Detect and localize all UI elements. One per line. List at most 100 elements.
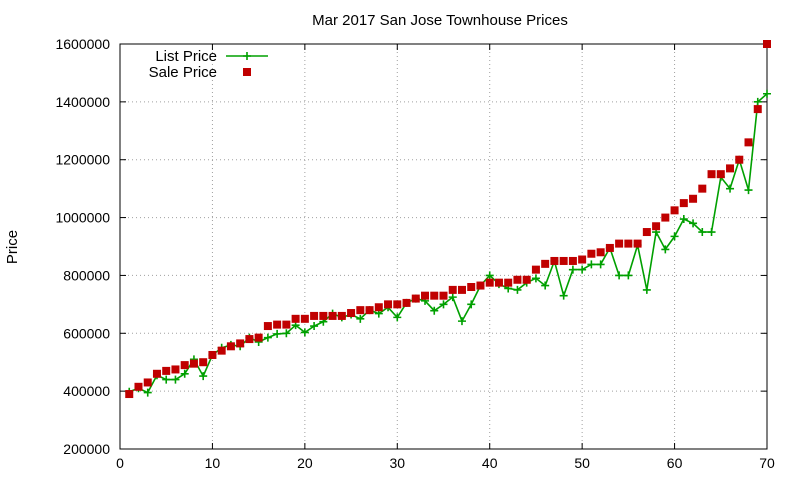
y-tick-label: 400000 — [63, 383, 110, 399]
chart-title: Mar 2017 San Jose Townhouse Prices — [312, 12, 568, 29]
legend-label-sale-price: Sale Price — [149, 64, 217, 81]
sale-price-point — [485, 278, 494, 287]
sale-price-point — [494, 278, 503, 287]
y-tick-label: 1600000 — [55, 36, 110, 52]
sale-price-point — [476, 281, 485, 290]
sale-price-point — [384, 300, 393, 309]
grid — [120, 44, 767, 449]
sale-price-point — [541, 259, 550, 268]
sale-price-point — [763, 40, 771, 48]
list-price-point — [568, 265, 577, 274]
sale-price-point — [143, 378, 152, 387]
list-price-point — [199, 372, 208, 381]
sale-price-point — [356, 306, 365, 315]
sale-price-point — [300, 314, 309, 323]
list-price-point — [467, 300, 476, 309]
sale-price-point — [467, 283, 476, 291]
x-tick-label: 70 — [759, 455, 775, 471]
x-tick-label: 20 — [297, 455, 313, 471]
sale-price-point — [753, 105, 762, 114]
list-price-point — [143, 388, 152, 397]
sale-price-point — [365, 306, 374, 315]
sale-price-point — [726, 164, 735, 173]
sale-price-point — [236, 339, 245, 348]
list-price-point — [707, 228, 716, 237]
sale-price-point — [199, 358, 208, 367]
list-price-point — [282, 329, 291, 338]
list-price-point — [162, 375, 171, 384]
sale-price-point — [652, 222, 661, 231]
sale-price-point — [430, 291, 439, 300]
sale-price-point — [411, 294, 420, 303]
sale-price-point — [587, 249, 596, 258]
y-tick-label: 200000 — [63, 441, 110, 457]
y-tick-label: 800000 — [63, 267, 110, 283]
list-price-point — [689, 219, 698, 228]
list-price-point — [679, 215, 688, 224]
sale-price-point — [679, 199, 688, 208]
list-price-line — [128, 93, 768, 394]
sale-price-point — [347, 309, 356, 318]
sale-price-point — [421, 291, 430, 300]
sale-price-point — [661, 213, 670, 222]
sale-price-point — [134, 382, 143, 391]
list-price-point — [670, 232, 679, 241]
list-price-point — [753, 97, 762, 106]
list-price-point — [559, 291, 568, 300]
list-price-point — [596, 260, 605, 269]
sale-price-point — [125, 390, 134, 399]
sale-price-point — [504, 278, 513, 287]
x-tick-label: 40 — [482, 455, 498, 471]
list-price-point — [485, 271, 494, 280]
sale-price-point — [633, 239, 642, 248]
sale-price-point — [263, 322, 272, 331]
plot-frame — [119, 43, 768, 450]
legend: List Price Sale Price — [149, 48, 268, 81]
y-axis-label: Price — [4, 230, 21, 264]
sale-price-point — [374, 303, 383, 312]
y-tick-label: 1400000 — [55, 94, 110, 110]
sale-price-point — [208, 350, 217, 359]
sale-price-point — [624, 239, 633, 248]
sale-price-point — [559, 256, 568, 265]
list-price-point — [180, 369, 189, 378]
list-price-point — [763, 89, 771, 98]
list-price-point — [624, 271, 633, 280]
list-price-point — [273, 329, 282, 338]
list-price-point — [587, 260, 596, 269]
y-tick-label: 1000000 — [55, 210, 110, 226]
sale-price-point — [522, 275, 531, 284]
sale-price-point — [513, 275, 522, 284]
list-price-point — [642, 285, 651, 294]
sale-price-point — [568, 256, 577, 265]
sale-price-point — [245, 335, 254, 344]
sale-price-point — [402, 298, 411, 307]
list-price-point — [531, 274, 540, 283]
list-price-point — [541, 281, 550, 290]
list-price-point — [439, 300, 448, 309]
sale-price-point — [273, 320, 282, 329]
list-price-point — [698, 228, 707, 237]
x-tick-label: 0 — [116, 455, 124, 471]
list-price-point — [310, 322, 319, 331]
sale-price-point — [291, 314, 300, 323]
sale-price-point — [393, 300, 402, 309]
sale-price-point — [744, 138, 753, 147]
x-tick-label: 60 — [667, 455, 683, 471]
list-price-point — [744, 186, 753, 195]
axis-ticks: 0 10 20 30 40 50 60 70 200000 400000 600000 800000 1… — [55, 36, 775, 471]
sale-price-point — [716, 170, 725, 179]
x-tick-label: 10 — [205, 455, 221, 471]
sale-price-point — [596, 248, 605, 257]
y-tick-label: 600000 — [63, 325, 110, 341]
list-price-point — [726, 184, 735, 193]
list-price-point — [393, 313, 402, 322]
sale-price-point — [180, 361, 189, 370]
sale-price-point — [226, 342, 235, 351]
list-price-point — [263, 333, 272, 342]
x-tick-label: 30 — [389, 455, 405, 471]
list-price-point — [448, 293, 457, 302]
sale-price-point — [189, 359, 198, 368]
list-price-point — [661, 245, 670, 254]
